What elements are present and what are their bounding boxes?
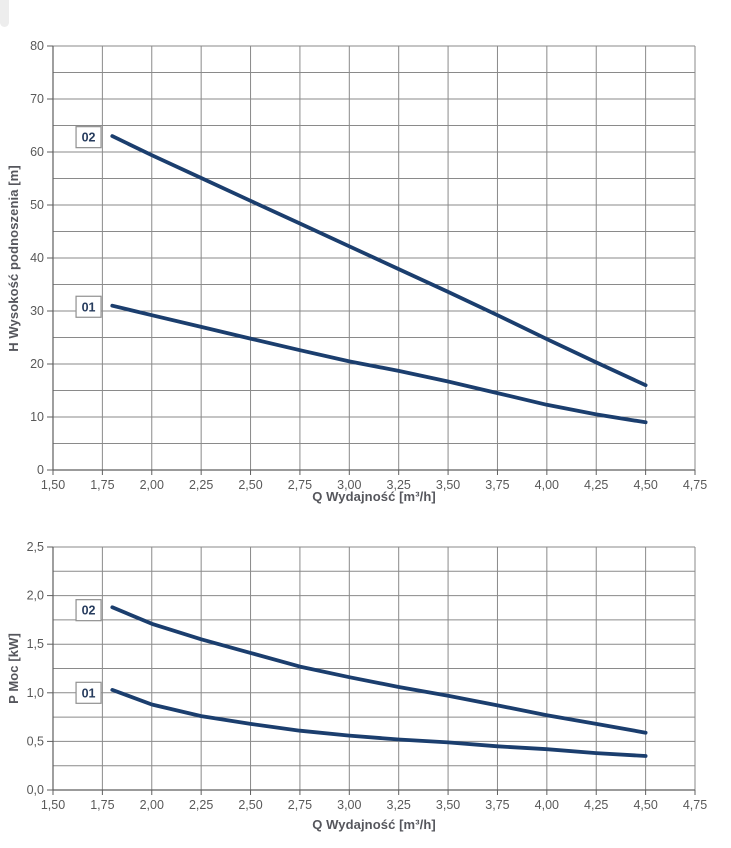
- curve-02: [110, 605, 648, 735]
- series-label-02: 02: [82, 604, 96, 618]
- y-tick-label: 70: [30, 92, 44, 106]
- power-flow-plot: 1,50 1,75 2,00 2,25 2,50 2,75 3,00 3,25 3,50 3,75…: [27, 540, 708, 812]
- curve-02: [110, 134, 648, 388]
- x-tick-label: 4,75: [683, 798, 707, 812]
- x-tick-label: 3,00: [337, 478, 361, 492]
- curve-01: [110, 687, 648, 758]
- x-tick-label: 4,50: [633, 798, 657, 812]
- curve-01: [110, 303, 648, 425]
- series-label-01: 01: [82, 300, 96, 314]
- x-tick-label: 4,50: [633, 478, 657, 492]
- x-tick-label: 2,75: [288, 478, 312, 492]
- x-tick-label: 2,00: [140, 798, 164, 812]
- x-tick-label: 3,25: [387, 478, 411, 492]
- x-tick-label: 4,25: [584, 478, 608, 492]
- x-tick-label: 1,50: [41, 798, 65, 812]
- x-tick-label: 4,00: [535, 478, 559, 492]
- x-tick-label: 3,75: [485, 798, 509, 812]
- x-tick-label: 3,75: [485, 478, 509, 492]
- x-tick-label: 2,50: [238, 798, 262, 812]
- y-tick-label: 10: [30, 410, 44, 424]
- y-tick-label: 2,0: [27, 589, 44, 603]
- y-tick-label: 0,0: [27, 783, 44, 797]
- y-tick-label: 2,5: [27, 540, 44, 554]
- corner-artifact: [0, 0, 9, 27]
- series-label-box-02: [75, 599, 102, 622]
- x-tick-label: 2,50: [238, 478, 262, 492]
- x-tick-label: 1,50: [41, 478, 65, 492]
- flow-axis-title-top: Q Wydajność [m³/h]: [312, 489, 436, 504]
- x-tick-label: 3,25: [387, 798, 411, 812]
- x-tick-label: 1,75: [90, 478, 114, 492]
- y-tick-label: 20: [30, 357, 44, 371]
- x-tick-label: 4,25: [584, 798, 608, 812]
- y-tick-label: 0,5: [27, 734, 44, 748]
- series-label-box-01: [75, 295, 102, 318]
- y-tick-label: 40: [30, 251, 44, 265]
- y-tick-label: 1,5: [27, 637, 44, 651]
- x-tick-label: 4,75: [683, 478, 707, 492]
- x-tick-label: 4,00: [535, 798, 559, 812]
- x-tick-label: 1,75: [90, 798, 114, 812]
- y-tick-label: 30: [30, 304, 44, 318]
- flow-axis-title-bottom: Q Wydajność [m³/h]: [312, 817, 436, 832]
- x-tick-label: 3,50: [436, 478, 460, 492]
- head-flow-plot: 1,50 1,75 2,00 2,25 2,50 2,75 3,00 3,25 3,50 3,75…: [30, 39, 707, 492]
- x-tick-label: 2,75: [288, 798, 312, 812]
- power-flow-chart: P Moc [kW] 1,50 1,75 2,00 2,25 2,50 2,75 3,00 3…: [0, 530, 731, 848]
- y-tick-label: 1,0: [27, 686, 44, 700]
- x-tick-label: 2,25: [189, 798, 213, 812]
- series-label-02: 02: [82, 131, 96, 145]
- y-tick-label: 0: [37, 463, 44, 477]
- series-label-box-02: [75, 126, 102, 149]
- x-tick-label: 2,00: [140, 478, 164, 492]
- series-label-01: 01: [82, 686, 96, 700]
- x-tick-label: 2,25: [189, 478, 213, 492]
- x-tick-label: 3,50: [436, 798, 460, 812]
- series-label-box-01: [75, 681, 102, 704]
- y-tick-label: 60: [30, 145, 44, 159]
- y-tick-label: 80: [30, 39, 44, 53]
- head-flow-chart: H Wysokość podnoszenia [m] 1,50 1,75 2,00 2…: [6, 39, 708, 504]
- y-tick-label: 50: [30, 198, 44, 212]
- x-tick-label: 3,00: [337, 798, 361, 812]
